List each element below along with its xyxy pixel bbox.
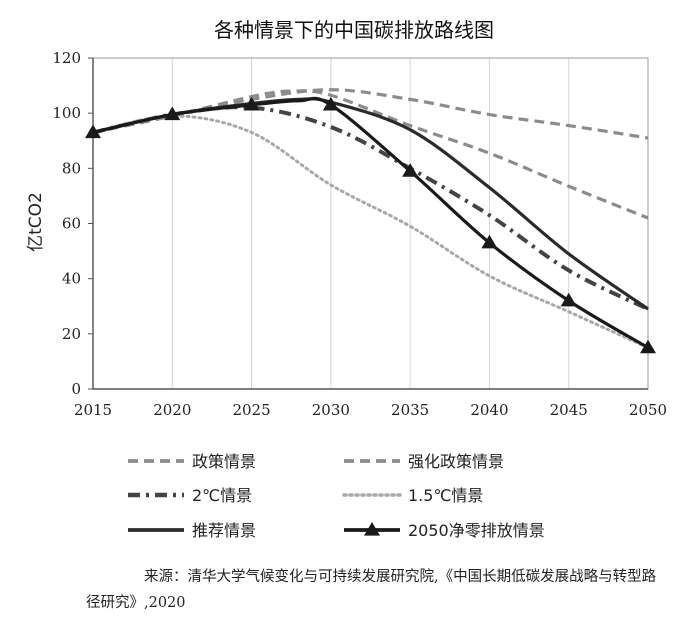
y-tick-label: 20 (62, 325, 81, 343)
source-prefix: 来源： (144, 569, 188, 585)
source-note: 来源：清华大学气候变化与可持续发展研究院,《中国长期低碳发展战略与转型路径研究》… (86, 564, 666, 616)
legend-label: 推荐情景 (192, 521, 256, 540)
data-point-marker (402, 163, 419, 177)
legend-label: 2050净零排放情景 (408, 521, 545, 540)
series-line-3 (91, 114, 650, 350)
y-axis-ticks: 0 20 40 60 80 100 120 (52, 49, 93, 398)
chart-title: 各种情景下的中国碳排放路线图 (214, 18, 494, 42)
data-point-marker (164, 106, 181, 121)
legend-label: 强化政策情景 (408, 452, 504, 471)
axes (92, 57, 649, 390)
legend-label: 政策情景 (192, 452, 256, 471)
data-point-marker (322, 96, 339, 111)
x-tick-label: 2015 (74, 401, 112, 419)
series-line-5 (92, 96, 649, 350)
y-tick-label: 80 (62, 159, 81, 177)
x-tick-label: 2040 (470, 401, 508, 419)
series-line-1 (92, 89, 649, 220)
carbon-emission-chart: 各种情景下的中国碳排放路线图 亿tCO2 2015 2020 2025 2030 203… (26, 18, 667, 540)
x-tick-label: 2045 (550, 401, 588, 419)
x-tick-label: 2025 (232, 401, 270, 419)
series-line-4 (92, 97, 649, 311)
x-tick-label: 2035 (391, 401, 429, 419)
legend-marker (364, 522, 380, 536)
x-tick-label: 2020 (153, 401, 191, 419)
series-lines (85, 88, 656, 354)
y-tick-label: 60 (62, 215, 81, 233)
data-point-marker (481, 234, 498, 249)
y-axis-label: 亿tCO2 (26, 192, 46, 252)
data-point-marker (85, 124, 101, 139)
data-point-marker (640, 339, 656, 354)
plot-frame (92, 57, 649, 390)
y-tick-label: 40 (62, 270, 81, 288)
legend-label: 2℃情景 (192, 486, 252, 505)
y-tick-label: 120 (52, 49, 81, 67)
data-point-marker (243, 96, 260, 111)
data-point-marker (560, 292, 577, 307)
x-axis-ticks: 2015 2020 2025 2030 2035 2040 2045 2050 (74, 401, 667, 419)
x-tick-label: 2050 (629, 401, 667, 419)
legend-label: 1.5℃情景 (408, 486, 483, 505)
source-text: 清华大学气候变化与可持续发展研究院,《中国长期低碳发展战略与转型路径研究》,20… (86, 569, 657, 611)
x-tick-label: 2030 (312, 401, 350, 419)
y-tick-label: 0 (71, 380, 81, 398)
y-tick-label: 100 (52, 104, 81, 122)
